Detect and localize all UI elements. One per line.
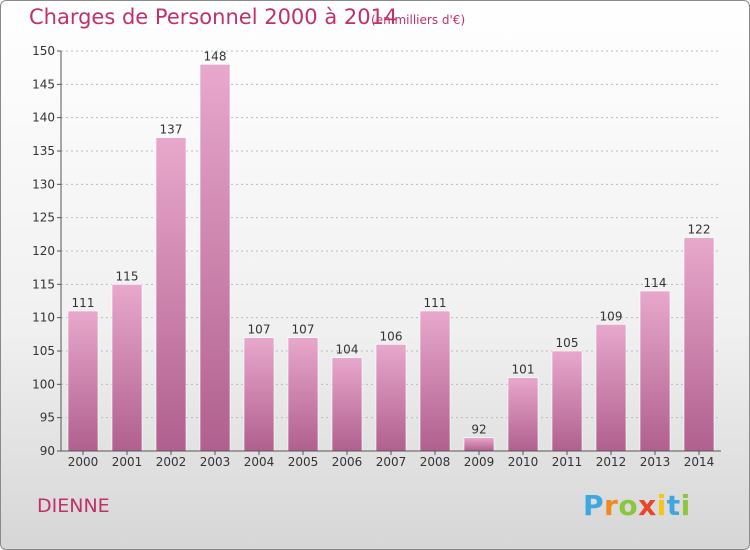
- data-label-2003: 148: [204, 49, 227, 63]
- y-tick-label: 110: [32, 311, 55, 325]
- data-label-2012: 109: [600, 309, 623, 323]
- logo-letter: r: [604, 489, 619, 522]
- data-label-2011: 105: [556, 336, 579, 350]
- x-tick-label-2003: 2003: [200, 455, 231, 469]
- y-tick-label: 115: [32, 277, 55, 291]
- bars: [67, 64, 715, 452]
- bar-2005: [287, 337, 319, 452]
- data-label-2008: 111: [424, 296, 447, 310]
- x-tick-label-2010: 2010: [508, 455, 539, 469]
- y-tick-label: 130: [32, 177, 55, 191]
- bar-2006: [331, 357, 363, 452]
- y-tick-label: 105: [32, 344, 55, 358]
- bar-2013: [639, 290, 671, 452]
- data-label-2009: 92: [471, 423, 486, 437]
- y-tick-label: 125: [32, 211, 55, 225]
- data-label-2004: 107: [248, 323, 271, 337]
- logo-letter: x: [638, 489, 657, 522]
- x-tick-label-2013: 2013: [640, 455, 671, 469]
- x-tick-label-2007: 2007: [376, 455, 407, 469]
- bar-2004: [243, 337, 275, 452]
- data-label-2001: 115: [116, 269, 139, 283]
- labels: 90 95 100 105 110 115 120 125 130 135 140 145 150 111…: [32, 44, 714, 469]
- y-tick-label: 145: [32, 77, 55, 91]
- bar-2012: [595, 324, 627, 452]
- y-tick-label: 100: [32, 377, 55, 391]
- x-tick-label-2002: 2002: [156, 455, 187, 469]
- y-tick-label: 150: [32, 44, 55, 58]
- logo-letter: o: [618, 489, 639, 522]
- x-tick-label-2005: 2005: [288, 455, 319, 469]
- logo-letter: i: [680, 489, 691, 522]
- x-tick-label-2004: 2004: [244, 455, 275, 469]
- axes: [57, 50, 721, 455]
- y-tick-label: 140: [32, 111, 55, 125]
- logo-letter: P: [583, 489, 605, 522]
- bar-2008: [419, 310, 451, 452]
- data-label-2010: 101: [512, 363, 535, 377]
- data-label-2014: 122: [688, 223, 711, 237]
- bar-2009: [463, 437, 495, 452]
- proxiti-logo: Proxiti: [583, 489, 691, 522]
- x-tick-label-2011: 2011: [552, 455, 583, 469]
- y-tick-label: 120: [32, 244, 55, 258]
- x-tick-label-2008: 2008: [420, 455, 451, 469]
- x-tick-label-2001: 2001: [112, 455, 143, 469]
- bar-2014: [683, 237, 715, 452]
- y-tick-label: 90: [40, 444, 55, 458]
- bar-2000: [67, 310, 99, 452]
- bar-2011: [551, 350, 583, 452]
- bar-2001: [111, 284, 143, 452]
- x-tick-label-2006: 2006: [332, 455, 363, 469]
- x-tick-label-2014: 2014: [684, 455, 715, 469]
- bar-2010: [507, 377, 539, 452]
- y-tick-label: 135: [32, 144, 55, 158]
- data-label-2006: 104: [336, 343, 359, 357]
- data-label-2013: 114: [644, 276, 667, 290]
- x-tick-label-2000: 2000: [68, 455, 99, 469]
- logo-letter: i: [656, 489, 667, 522]
- data-label-2002: 137: [160, 123, 183, 137]
- data-label-2007: 106: [380, 329, 403, 343]
- bar-2003: [199, 64, 231, 452]
- bar-2002: [155, 137, 187, 452]
- y-tick-label: 95: [40, 411, 55, 425]
- data-label-2000: 111: [72, 296, 95, 310]
- x-tick-label-2012: 2012: [596, 455, 627, 469]
- bar-2007: [375, 344, 407, 452]
- data-label-2005: 107: [292, 323, 315, 337]
- place-name: DIENNE: [37, 495, 110, 517]
- logo-letter: t: [666, 489, 681, 522]
- chart-subtitle: (en milliers d'€): [371, 13, 466, 27]
- chart-title: Charges de Personnel 2000 à 2014: [29, 5, 398, 29]
- x-tick-label-2009: 2009: [464, 455, 495, 469]
